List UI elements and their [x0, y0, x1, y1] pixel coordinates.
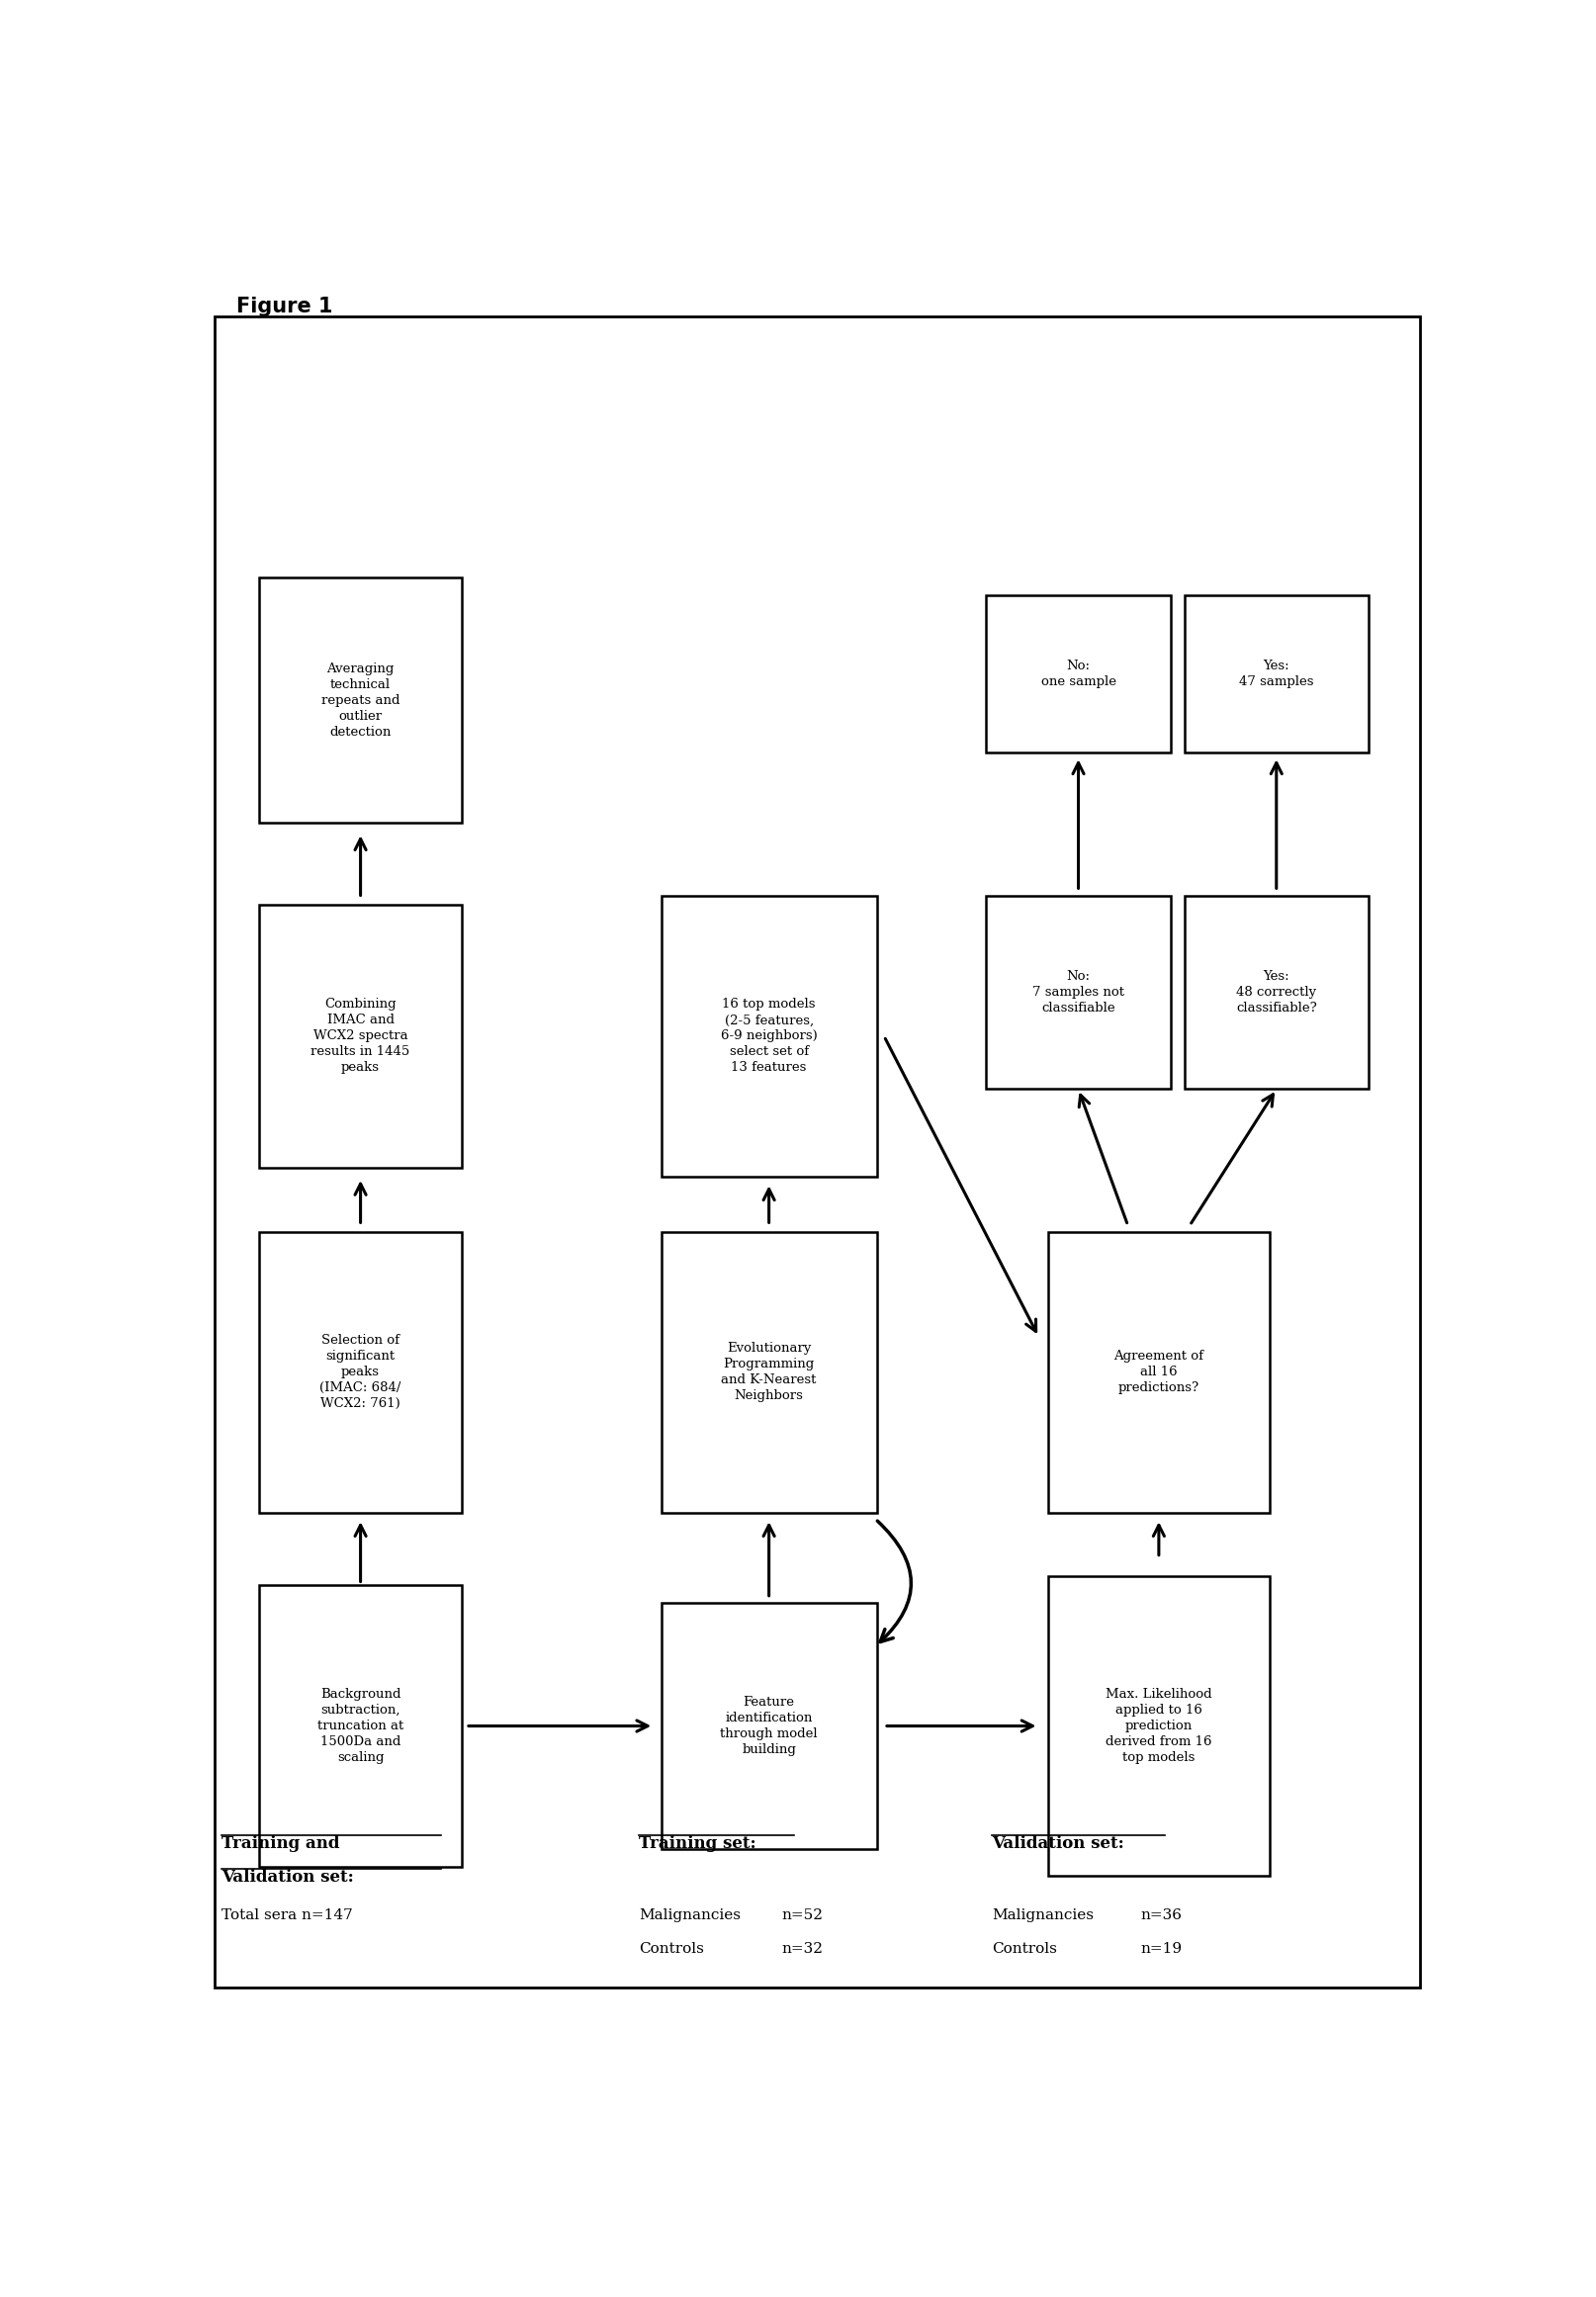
Text: n=52: n=52	[780, 1909, 822, 1923]
Text: Validation set:: Validation set:	[991, 1835, 1124, 1851]
FancyBboxPatch shape	[1047, 1576, 1269, 1874]
Text: 16 top models
(2-5 features,
6-9 neighbors)
select set of
13 features: 16 top models (2-5 features, 6-9 neighbo…	[720, 999, 817, 1075]
FancyBboxPatch shape	[259, 1231, 461, 1514]
Text: Figure 1: Figure 1	[236, 296, 334, 317]
FancyBboxPatch shape	[986, 595, 1170, 753]
FancyBboxPatch shape	[1184, 896, 1368, 1089]
Text: Yes:
47 samples: Yes: 47 samples	[1238, 659, 1314, 687]
FancyBboxPatch shape	[1184, 595, 1368, 753]
Text: n=36: n=36	[1140, 1909, 1181, 1923]
Text: Background
subtraction,
truncation at
1500Da and
scaling: Background subtraction, truncation at 15…	[318, 1688, 404, 1764]
FancyBboxPatch shape	[259, 1585, 461, 1867]
Text: Evolutionary
Programming
and K-Nearest
Neighbors: Evolutionary Programming and K-Nearest N…	[721, 1341, 816, 1403]
Text: Malignancies: Malignancies	[991, 1909, 1093, 1923]
Text: Malignancies: Malignancies	[638, 1909, 741, 1923]
FancyBboxPatch shape	[661, 1603, 876, 1849]
FancyBboxPatch shape	[1047, 1231, 1269, 1514]
Text: Validation set:: Validation set:	[222, 1870, 354, 1886]
FancyBboxPatch shape	[214, 317, 1419, 1987]
FancyBboxPatch shape	[259, 905, 461, 1167]
Text: Training and: Training and	[222, 1835, 340, 1851]
Text: n=32: n=32	[780, 1941, 822, 1955]
Text: Max. Likelihood
applied to 16
prediction
derived from 16
top models: Max. Likelihood applied to 16 prediction…	[1104, 1688, 1211, 1764]
Text: Selection of
significant
peaks
(IMAC: 684/
WCX2: 761): Selection of significant peaks (IMAC: 68…	[319, 1335, 401, 1410]
Text: Total sera n=147: Total sera n=147	[222, 1909, 353, 1923]
FancyBboxPatch shape	[259, 577, 461, 822]
Text: Controls: Controls	[638, 1941, 704, 1955]
FancyBboxPatch shape	[661, 1231, 876, 1514]
FancyBboxPatch shape	[661, 896, 876, 1176]
Text: Combining
IMAC and
WCX2 spectra
results in 1445
peaks: Combining IMAC and WCX2 spectra results …	[311, 999, 410, 1075]
Text: n=19: n=19	[1140, 1941, 1181, 1955]
Text: Yes:
48 correctly
classifiable?: Yes: 48 correctly classifiable?	[1235, 969, 1317, 1015]
Text: Agreement of
all 16
predictions?: Agreement of all 16 predictions?	[1112, 1351, 1203, 1394]
Text: Averaging
technical
repeats and
outlier
detection: Averaging technical repeats and outlier …	[321, 662, 399, 737]
Text: No:
7 samples not
classifiable: No: 7 samples not classifiable	[1031, 969, 1124, 1015]
Text: Feature
identification
through model
building: Feature identification through model bui…	[720, 1695, 817, 1757]
Text: Training set:: Training set:	[638, 1835, 757, 1851]
FancyBboxPatch shape	[986, 896, 1170, 1089]
Text: Controls: Controls	[991, 1941, 1057, 1955]
Text: No:
one sample: No: one sample	[1041, 659, 1116, 687]
